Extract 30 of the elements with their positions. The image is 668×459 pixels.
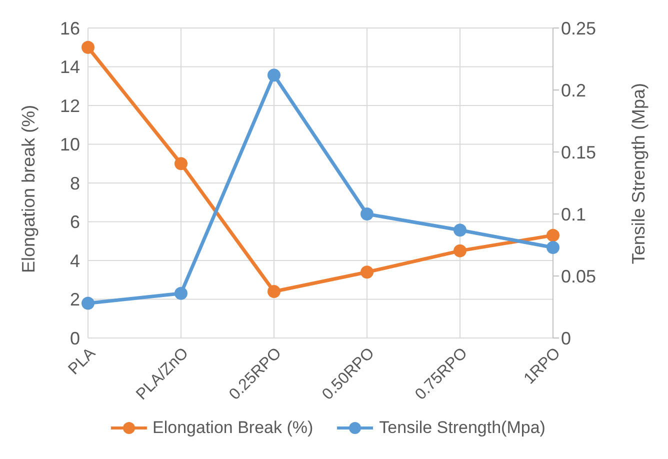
- y2-tick-label: 0.05: [561, 266, 596, 286]
- y-tick-label: 6: [70, 212, 80, 232]
- point: [546, 228, 560, 242]
- y-axis-title: Elongation break (%): [18, 104, 38, 273]
- point: [268, 68, 280, 82]
- y-tick-label: 4: [70, 250, 80, 271]
- point: [454, 224, 466, 237]
- y2-tick-label: 0.1: [561, 204, 586, 224]
- y2-tick-label: 0.25: [561, 18, 596, 38]
- legend-label: Tensile Strength(Mpa): [378, 418, 546, 438]
- y-tick-label: 14: [60, 57, 80, 78]
- y-tick-label: 2: [70, 290, 80, 310]
- y-tick-label: 16: [60, 18, 80, 38]
- y-tick-label: 12: [60, 96, 80, 116]
- y2-axis-title: Tensile Strength (Mpa): [628, 83, 648, 264]
- y2-tick-label: 0.2: [561, 80, 586, 100]
- point: [454, 244, 466, 258]
- point: [174, 286, 188, 300]
- y-tick-label: 8: [70, 173, 80, 194]
- y2-tick-label: 0: [561, 328, 572, 348]
- point: [174, 157, 188, 170]
- y-tick-label: 10: [60, 134, 80, 155]
- point: [546, 240, 560, 254]
- point: [268, 285, 280, 298]
- legend-label: Elongation Break (%): [152, 418, 314, 438]
- y2-tick-label: 0.15: [561, 142, 596, 162]
- point: [82, 296, 94, 310]
- point: [360, 208, 374, 220]
- point: [360, 266, 374, 279]
- point: [82, 40, 94, 54]
